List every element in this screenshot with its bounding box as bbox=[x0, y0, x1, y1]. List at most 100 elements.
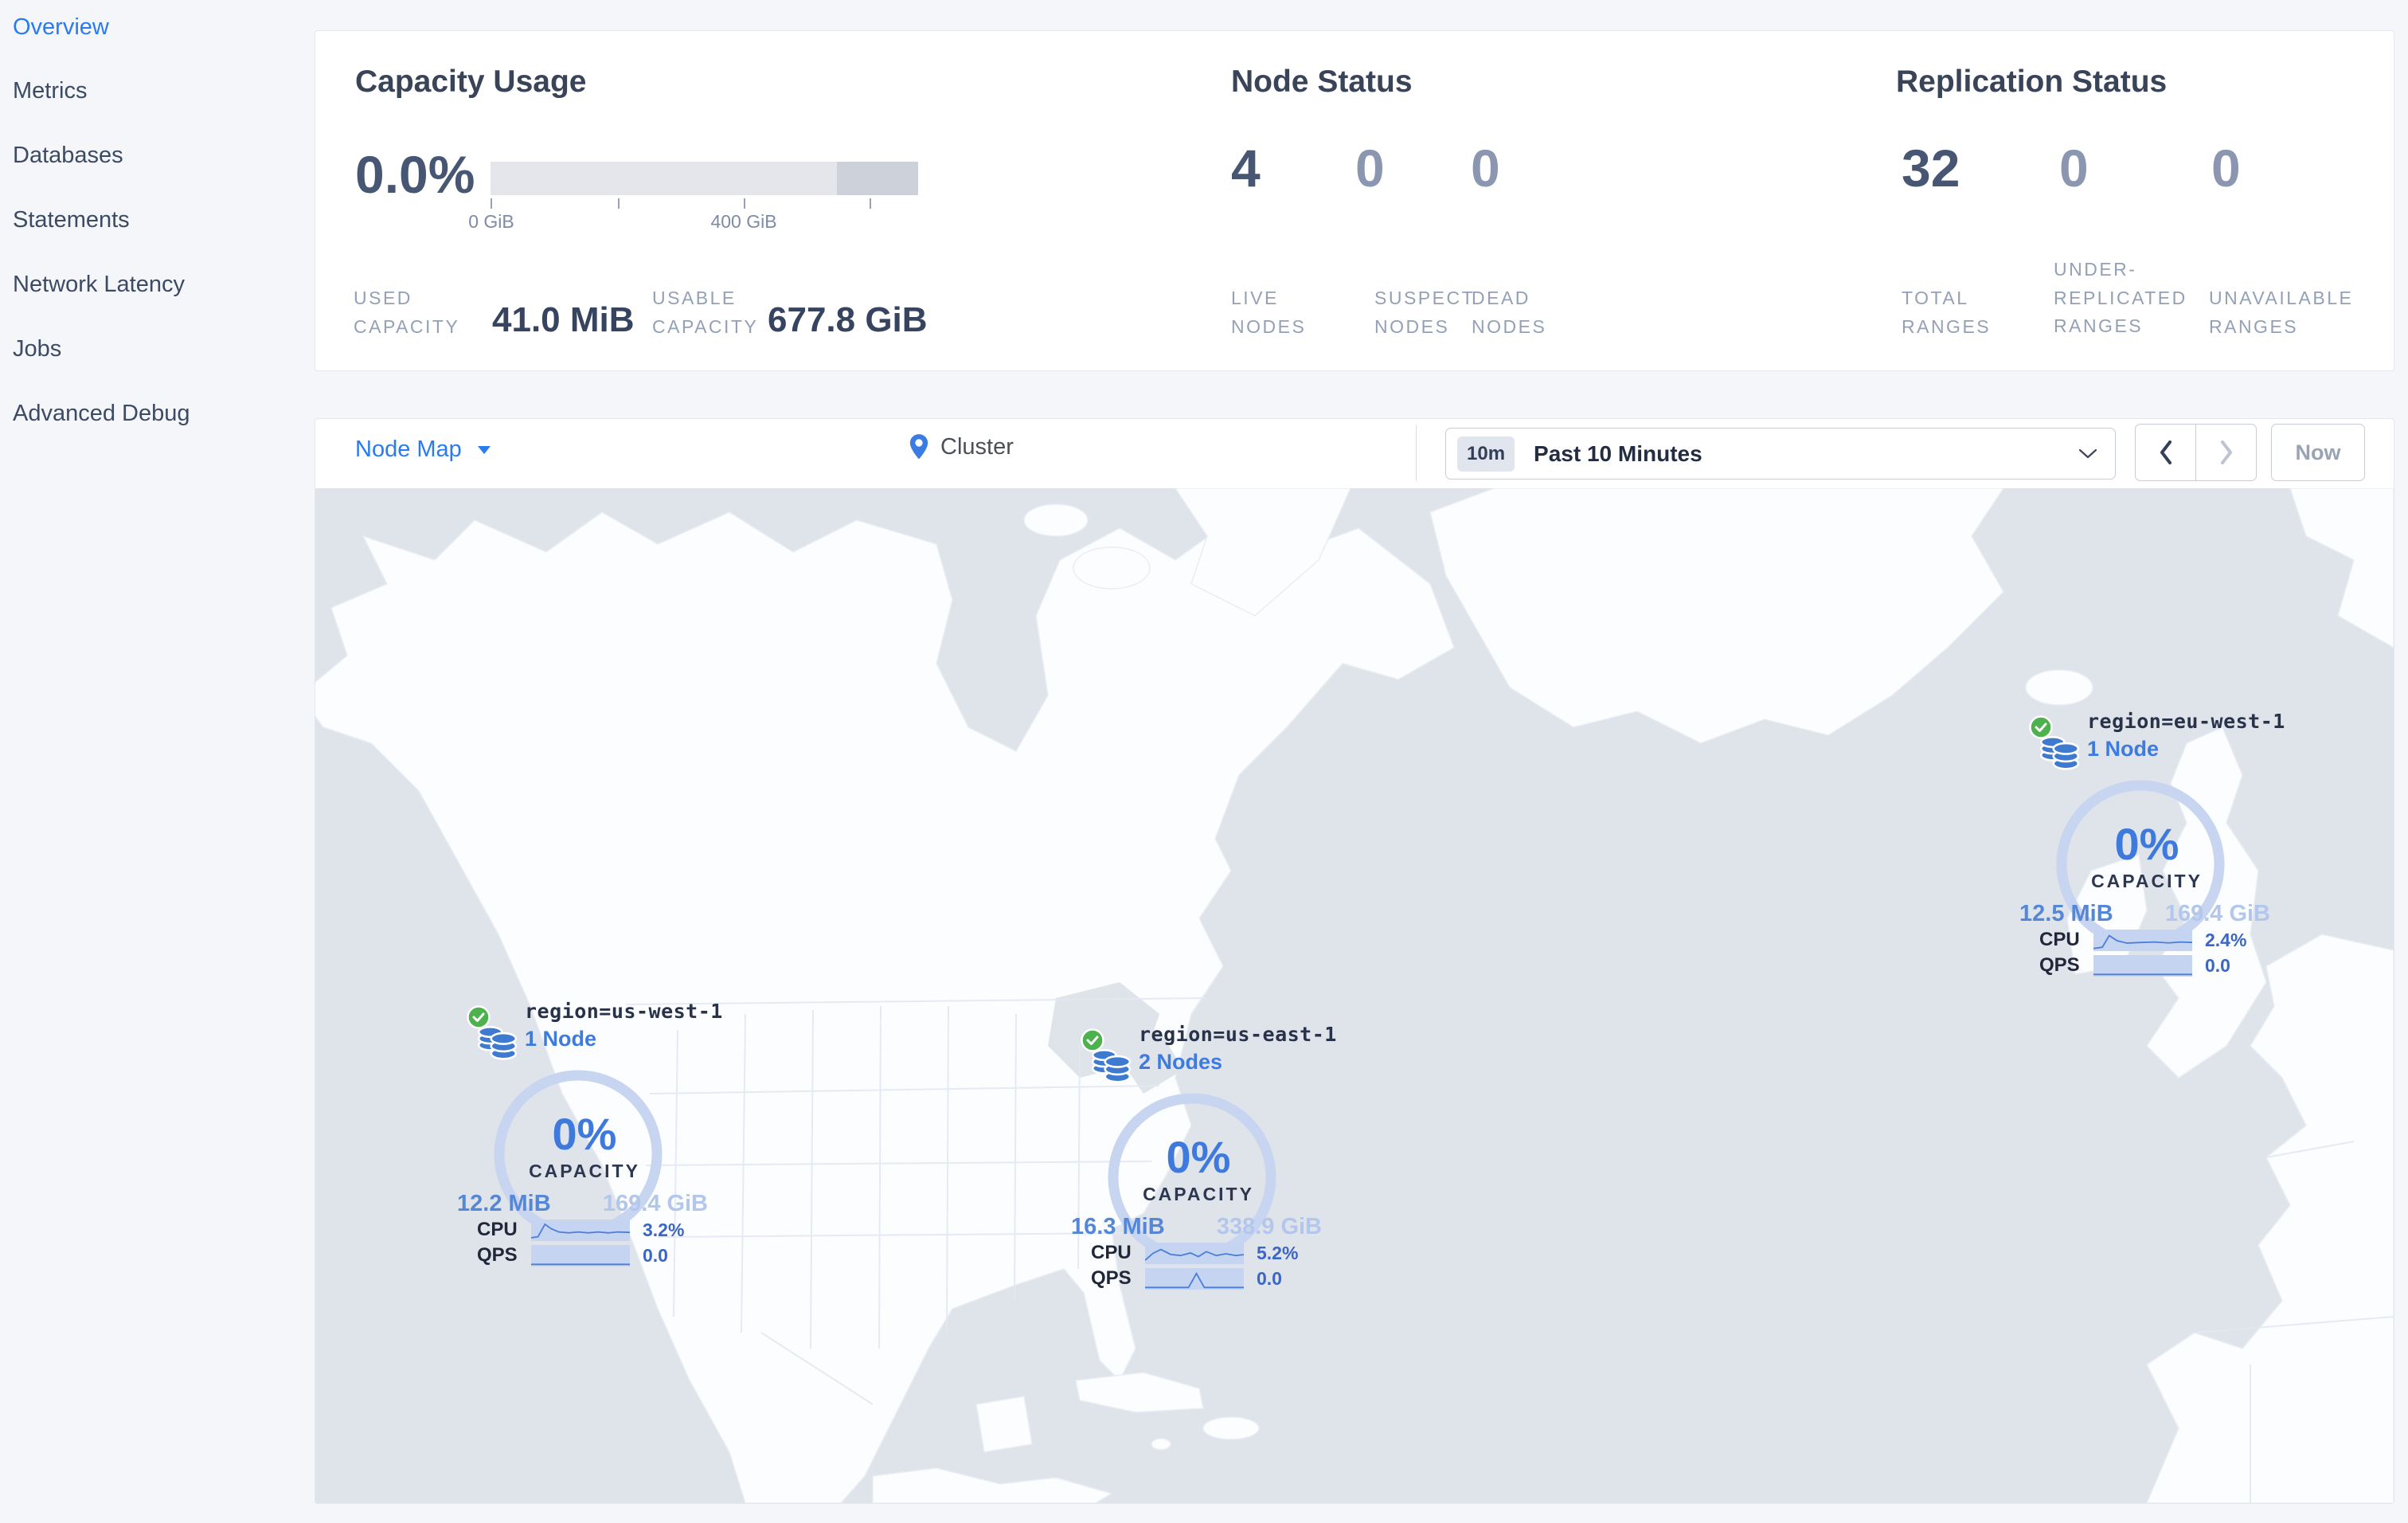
chevron-down-icon bbox=[2078, 448, 2097, 458]
database-nodes-icon bbox=[477, 1026, 518, 1060]
used-capacity-value: 41.0 MiB bbox=[492, 300, 635, 339]
cpu-sparkline bbox=[531, 1219, 630, 1241]
qps-label: QPS bbox=[2039, 954, 2080, 976]
time-step-buttons bbox=[2135, 424, 2257, 481]
locality-label: region=eu-west-1 bbox=[2087, 710, 2285, 733]
sidebar-item-metrics[interactable]: Metrics bbox=[13, 78, 88, 104]
time-now-button[interactable]: Now bbox=[2271, 424, 2365, 481]
gauge-percent: 0% bbox=[1166, 1132, 1231, 1182]
qps-sparkline bbox=[2093, 954, 2192, 977]
dead-nodes-label: DEAD NODES bbox=[1472, 288, 1547, 337]
view-selector-label: Node Map bbox=[355, 437, 462, 462]
dead-nodes-value: 0 bbox=[1471, 139, 1500, 198]
qps-value: 0.0 bbox=[643, 1244, 668, 1266]
node-map[interactable]: region=us-west-1 1 Node 0% CAPACITY 12.2… bbox=[315, 488, 2394, 1503]
gauge-percent: 0% bbox=[552, 1109, 617, 1159]
time-range-dropdown[interactable]: 10m Past 10 Minutes bbox=[1445, 428, 2116, 480]
sidebar-item-overview[interactable]: Overview bbox=[13, 14, 109, 40]
locality-marker-us-west-1[interactable]: region=us-west-1 1 Node 0% CAPACITY 12.2… bbox=[453, 998, 722, 1273]
used-capacity-label: USED CAPACITY bbox=[354, 288, 460, 337]
sidebar-item-databases[interactable]: Databases bbox=[13, 143, 123, 168]
cluster-summary-card: Capacity Usage 0.0% 0 GiB 400 GiB USED C… bbox=[315, 30, 2394, 371]
usable-capacity: 338.9 GiB bbox=[1216, 1214, 1322, 1239]
database-nodes-icon bbox=[2039, 736, 2080, 770]
locality-label: region=us-west-1 bbox=[525, 1000, 723, 1023]
capacity-tick bbox=[870, 198, 871, 209]
toolbar-divider bbox=[1416, 425, 1417, 481]
usable-capacity: 169.4 GiB bbox=[2164, 901, 2270, 926]
total-ranges-label: TOTAL RANGES bbox=[1902, 288, 1992, 337]
breadcrumb-label: Cluster bbox=[940, 433, 1014, 460]
capacity-tick bbox=[618, 198, 620, 209]
locality-node-count[interactable]: 2 Nodes bbox=[1139, 1050, 1223, 1074]
qps-label: QPS bbox=[477, 1244, 518, 1266]
capacity-bar bbox=[491, 162, 918, 195]
locality-label: region=us-east-1 bbox=[1139, 1023, 1337, 1046]
time-step-back-button[interactable] bbox=[2136, 425, 2196, 480]
gauge-capacity-label: CAPACITY bbox=[1143, 1184, 1254, 1204]
live-nodes-value: 4 bbox=[1231, 139, 1261, 198]
used-capacity: 12.2 MiB bbox=[457, 1191, 551, 1216]
usable-capacity-value: 677.8 GiB bbox=[768, 300, 928, 339]
locality-marker-us-east-1[interactable]: region=us-east-1 2 Nodes 0% CAPACITY 16.… bbox=[1067, 1021, 1336, 1296]
usable-capacity-label: USABLE CAPACITY bbox=[652, 288, 759, 337]
node-status-title: Node Status bbox=[1231, 65, 1413, 99]
capacity-percent: 0.0% bbox=[355, 145, 475, 204]
gauge-percent: 0% bbox=[2114, 819, 2179, 869]
capacity-tick bbox=[744, 198, 745, 209]
cpu-value: 5.2% bbox=[1257, 1242, 1299, 1263]
qps-label: QPS bbox=[1091, 1267, 1132, 1289]
replication-status-title: Replication Status bbox=[1896, 65, 2168, 99]
cpu-value: 3.2% bbox=[643, 1219, 685, 1240]
view-selector-dropdown[interactable]: Node Map bbox=[355, 437, 491, 463]
cpu-label: CPU bbox=[477, 1219, 518, 1240]
under-replicated-ranges-label: UNDER-REPLICATED RANGES bbox=[2054, 259, 2187, 337]
database-nodes-icon bbox=[1091, 1049, 1132, 1083]
qps-value: 0.0 bbox=[1257, 1267, 1282, 1289]
suspect-nodes-label: SUSPECT NODES bbox=[1374, 288, 1475, 337]
unavailable-ranges-value: 0 bbox=[2211, 139, 2241, 198]
live-nodes-label: LIVE NODES bbox=[1231, 288, 1307, 337]
time-range-label: Past 10 Minutes bbox=[1534, 440, 1702, 466]
map-pin-icon bbox=[909, 434, 928, 460]
usable-capacity: 169.4 GiB bbox=[602, 1191, 708, 1216]
cpu-label: CPU bbox=[1091, 1242, 1132, 1263]
healthy-check-icon bbox=[1081, 1028, 1104, 1052]
sidebar: Overview Metrics Databases Statements Ne… bbox=[0, 0, 311, 1523]
chevron-right-icon bbox=[2220, 440, 2232, 464]
sidebar-item-network-latency[interactable]: Network Latency bbox=[13, 272, 185, 297]
unavailable-ranges-label: UNAVAILABLE RANGES bbox=[2209, 288, 2354, 337]
breadcrumb[interactable]: Cluster bbox=[909, 433, 1014, 460]
locality-node-count[interactable]: 1 Node bbox=[525, 1027, 597, 1051]
world-map bbox=[315, 488, 2394, 1503]
used-capacity: 12.5 MiB bbox=[2019, 901, 2113, 926]
chevron-left-icon bbox=[2160, 440, 2172, 464]
qps-value: 0.0 bbox=[2205, 954, 2230, 976]
total-ranges-value: 32 bbox=[1902, 139, 1960, 198]
cpu-sparkline bbox=[2093, 929, 2192, 951]
used-capacity: 16.3 MiB bbox=[1071, 1214, 1165, 1239]
locality-marker-eu-west-1[interactable]: region=eu-west-1 1 Node 0% CAPACITY 12.5… bbox=[2015, 708, 2285, 983]
time-range-badge: 10m bbox=[1457, 436, 1515, 472]
capacity-bar-reserved-segment bbox=[836, 162, 918, 195]
capacity-tick-label-400: 400 GiB bbox=[710, 211, 777, 232]
sidebar-item-advanced-debug[interactable]: Advanced Debug bbox=[13, 401, 190, 426]
under-replicated-ranges-value: 0 bbox=[2059, 139, 2089, 198]
qps-sparkline bbox=[1145, 1267, 1244, 1290]
locality-node-count[interactable]: 1 Node bbox=[2087, 737, 2160, 761]
capacity-usage-title: Capacity Usage bbox=[355, 65, 587, 99]
gauge-capacity-label: CAPACITY bbox=[529, 1161, 640, 1181]
cpu-sparkline bbox=[1145, 1242, 1244, 1264]
cpu-label: CPU bbox=[2039, 929, 2080, 950]
sidebar-item-jobs[interactable]: Jobs bbox=[13, 336, 62, 362]
time-step-forward-button[interactable] bbox=[2196, 425, 2256, 480]
suspect-nodes-value: 0 bbox=[1355, 139, 1385, 198]
capacity-tick-label-0: 0 GiB bbox=[468, 211, 514, 232]
qps-sparkline bbox=[531, 1244, 630, 1267]
capacity-tick bbox=[491, 198, 492, 209]
chevron-down-icon bbox=[477, 446, 491, 455]
healthy-check-icon bbox=[467, 1005, 491, 1029]
gauge-capacity-label: CAPACITY bbox=[2091, 871, 2203, 891]
sidebar-item-statements[interactable]: Statements bbox=[13, 207, 130, 233]
healthy-check-icon bbox=[2029, 715, 2053, 739]
